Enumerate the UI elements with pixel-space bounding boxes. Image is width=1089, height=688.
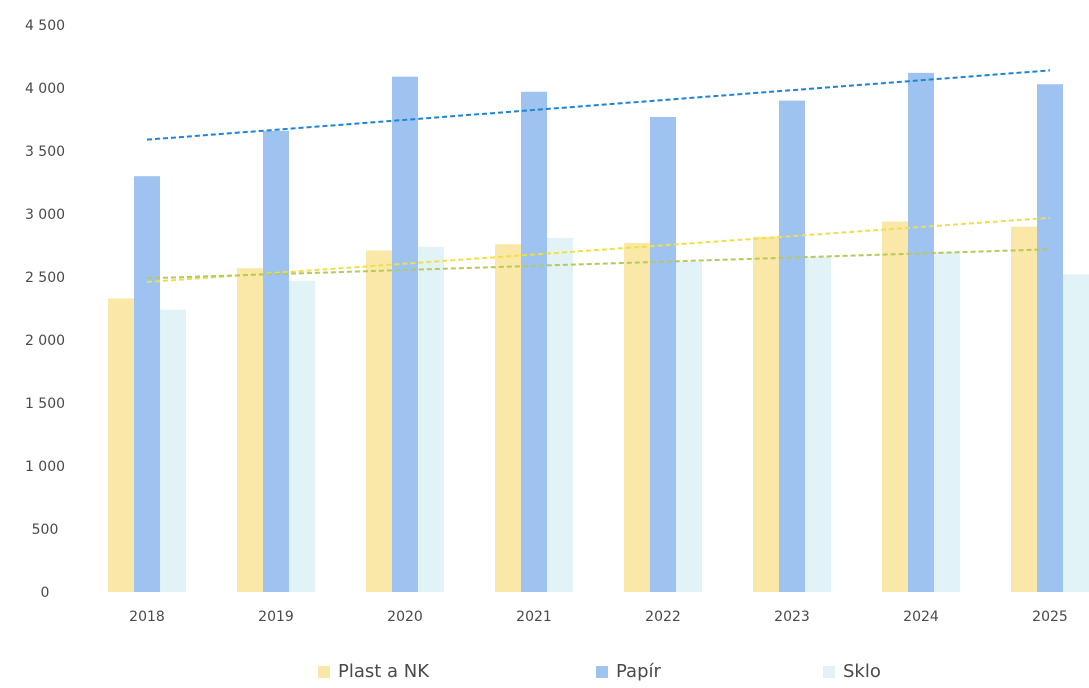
x-tick-label-2022: 2022	[645, 609, 681, 625]
trendlines	[146, 69, 1051, 284]
bar-sklo-2018	[160, 309, 186, 592]
bar-plast-a-nk-2018	[108, 298, 134, 592]
legend-swatch-sklo	[823, 665, 835, 678]
x-axis: 2018 2019 2020 2021 2022 2023 2024 2025	[129, 609, 1068, 625]
x-tick-label-2018: 2018	[129, 609, 165, 625]
legend-item-papir: Papír	[596, 661, 661, 682]
bar-sklo-2024	[934, 251, 960, 593]
legend-swatch-papir	[596, 665, 608, 678]
x-tick-label-2021: 2021	[516, 609, 552, 625]
bar-sklo-2022	[676, 261, 702, 592]
legend-label-papir: Papír	[616, 661, 661, 682]
bar-plast-a-nk-2020	[366, 250, 392, 593]
bar-sklo-2020	[418, 246, 444, 592]
bar-sklo-2019	[289, 280, 315, 592]
x-tick-label-2023: 2023	[774, 609, 810, 625]
bar-plast-a-nk-2023	[753, 236, 779, 592]
bar-papir-2021	[521, 91, 547, 592]
trendline-plast-a-nk	[146, 216, 1051, 284]
x-tick-label-2019: 2019	[258, 609, 294, 625]
bar-papir-2025	[1037, 84, 1063, 592]
y-tick-label-1-500: 1 500	[25, 396, 65, 412]
bar-plast-a-nk-2025	[1011, 226, 1037, 592]
y-axis: 0 500 1 000 1 500 2 000 2 500 3 000 3 500 4 000 4…	[25, 18, 65, 601]
bar-plast-a-nk-2021	[495, 244, 521, 593]
legend-item-plast-a-nk: Plast a NK	[318, 661, 429, 682]
y-tick-label-1-000: 1 000	[25, 459, 65, 475]
x-tick-label-2020: 2020	[387, 609, 423, 625]
bar-plast-a-nk-2019	[237, 268, 263, 592]
bar-plast-a-nk-2024	[882, 221, 908, 592]
bar-papir-2018	[134, 176, 160, 592]
bar-papir-2020	[392, 76, 418, 592]
legend-label-plast-a-nk: Plast a NK	[338, 661, 430, 682]
bar-sklo-2025	[1063, 274, 1089, 592]
y-tick-label-3-000: 3 000	[25, 207, 65, 223]
bar-papir-2019	[263, 130, 289, 592]
y-tick-label-0: 0	[41, 585, 50, 601]
bar-sklo-2023	[805, 256, 831, 592]
y-tick-label-500: 500	[32, 522, 59, 538]
trendline-papir	[146, 69, 1051, 141]
bar-sklo-2021	[547, 237, 573, 592]
y-tick-label-4-000: 4 000	[25, 81, 65, 97]
x-tick-label-2024: 2024	[903, 609, 939, 625]
x-tick-label-2025: 2025	[1032, 609, 1068, 625]
bar-papir-2024	[908, 72, 934, 592]
bar-papir-2022	[650, 116, 676, 592]
bar-plast-a-nk-2022	[624, 242, 650, 593]
trendline-sklo	[146, 248, 1051, 280]
bars	[108, 72, 1089, 593]
bar-papir-2023	[779, 100, 805, 592]
y-tick-label-2-000: 2 000	[25, 333, 65, 349]
legend: Plast a NK Papír Sklo	[0, 661, 1089, 687]
y-tick-label-2-500: 2 500	[25, 270, 65, 286]
legend-swatch-plast-a-nk	[318, 665, 330, 678]
legend-label-sklo: Sklo	[843, 661, 881, 682]
y-tick-label-4-500: 4 500	[25, 18, 65, 34]
legend-item-sklo: Sklo	[823, 661, 881, 682]
y-tick-label-3-500: 3 500	[25, 144, 65, 160]
